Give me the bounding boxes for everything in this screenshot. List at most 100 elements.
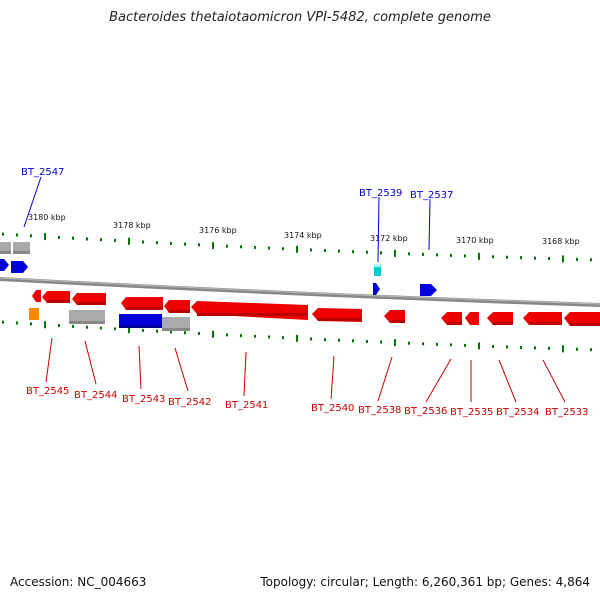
scale-tick [576, 347, 578, 351]
label-BT_2542: BT_2542 [168, 397, 211, 408]
gene-BT_2533[interactable] [523, 312, 562, 325]
gene-BT_2544[interactable] [72, 293, 106, 305]
scale-tick [352, 250, 354, 254]
scale-label-3168: 3168 kbp [542, 237, 580, 246]
gene-blue-left-2[interactable] [11, 261, 28, 273]
label-BT_2533: BT_2533 [545, 407, 588, 418]
gene-BT_2534[interactable] [487, 312, 513, 325]
scale-tick [338, 338, 340, 342]
label-BT_2545: BT_2545 [26, 386, 69, 397]
scale-tick [198, 243, 200, 247]
scale-label-3178: 3178 kbp [113, 221, 151, 230]
gene-BT_2539[interactable] [374, 264, 381, 276]
gene-red-2546[interactable] [32, 290, 41, 302]
gene-BT_2535[interactable] [465, 312, 479, 325]
accession-text: Accession: NC_004663 [10, 575, 147, 589]
scale-label-3176: 3176 kbp [199, 226, 237, 235]
label-BT_2541: BT_2541 [225, 400, 268, 411]
label-BT_2540: BT_2540 [311, 403, 354, 414]
label-BT_2537: BT_2537 [410, 190, 453, 201]
scale-tick [338, 249, 340, 253]
scale-tick [240, 245, 242, 249]
label-BT_2543: BT_2543 [122, 394, 165, 405]
label-BT_2544: BT_2544 [74, 390, 117, 401]
genome-backbone [0, 277, 600, 307]
scale-tick [226, 244, 228, 248]
gene-blue-2539b[interactable] [373, 283, 380, 295]
scale-tick [114, 327, 116, 331]
scale-tick [436, 253, 438, 257]
scale-ticks-top [2, 232, 592, 263]
scale-tick [478, 252, 480, 260]
scale-tick [548, 346, 550, 350]
label-BT_2536: BT_2536 [404, 406, 447, 417]
label-BT_2539: BT_2539 [359, 188, 402, 199]
gene-BT_2538[interactable] [384, 310, 405, 323]
gene-red-right[interactable] [564, 312, 600, 326]
scale-label-3170: 3170 kbp [456, 236, 494, 245]
scale-tick [492, 255, 494, 259]
gene-BT_2547[interactable] [13, 242, 30, 254]
scale-tick [520, 345, 522, 349]
scale-tick [212, 241, 214, 249]
scale-tick [534, 346, 536, 350]
scale-tick [394, 339, 396, 347]
gene-gray-2542[interactable] [162, 317, 190, 331]
scale-tick [506, 345, 508, 349]
scale-tick [100, 326, 102, 330]
scale-tick [352, 339, 354, 343]
scale-tick [282, 336, 284, 340]
scale-tick [86, 237, 88, 241]
scale-tick [450, 343, 452, 347]
scale-tick [268, 246, 270, 250]
scale-tick [324, 249, 326, 253]
gene-blue-left-1[interactable] [0, 259, 9, 271]
scale-tick [58, 235, 60, 239]
gene-BT_2540[interactable] [312, 308, 362, 322]
scale-tick [2, 320, 4, 324]
gene-BT_2545[interactable] [42, 291, 70, 303]
scale-tick [16, 321, 18, 325]
gene-gray-2544[interactable] [69, 310, 105, 324]
scale-tick [72, 236, 74, 240]
scale-tick [296, 245, 298, 253]
scale-tick [100, 238, 102, 242]
scale-tick [562, 255, 564, 263]
scale-tick [128, 237, 130, 245]
scale-tick [170, 241, 172, 245]
gene-BT_2541[interactable] [191, 301, 308, 320]
scale-tick [2, 232, 4, 236]
scale-label-3172: 3172 kbp [370, 234, 408, 243]
scale-tick [254, 245, 256, 249]
scale-tick [534, 256, 536, 260]
scale-tick [408, 341, 410, 345]
scale-tick [380, 251, 382, 255]
label-BT_2538: BT_2538 [358, 405, 401, 416]
gene-BT_2536[interactable] [441, 312, 462, 325]
gene-BT_2537[interactable] [420, 284, 437, 296]
gene-BT_2548[interactable] [0, 242, 11, 254]
scale-tick [506, 255, 508, 259]
gene-BT_2542[interactable] [164, 300, 190, 313]
scale-tick [548, 257, 550, 261]
scale-tick [282, 247, 284, 251]
scale-tick [142, 240, 144, 244]
label-BT_2547: BT_2547 [21, 167, 64, 178]
scale-tick [408, 252, 410, 256]
scale-label-3174: 3174 kbp [284, 231, 322, 240]
scale-tick [422, 342, 424, 346]
scale-tick [562, 345, 564, 353]
scale-tick [310, 248, 312, 252]
scale-tick [170, 330, 172, 334]
gene-blue-2543[interactable] [119, 314, 162, 328]
genome-title: Bacteroides thetaiotaomicron VPI-5482, c… [109, 10, 491, 25]
scale-tick [16, 233, 18, 237]
scale-tick [576, 257, 578, 261]
scale-tick [184, 242, 186, 246]
scale-tick [450, 253, 452, 257]
gene-BT_2543[interactable] [121, 297, 163, 310]
scale-tick [422, 252, 424, 256]
scale-tick [296, 334, 298, 342]
gene-orange[interactable] [29, 308, 39, 320]
